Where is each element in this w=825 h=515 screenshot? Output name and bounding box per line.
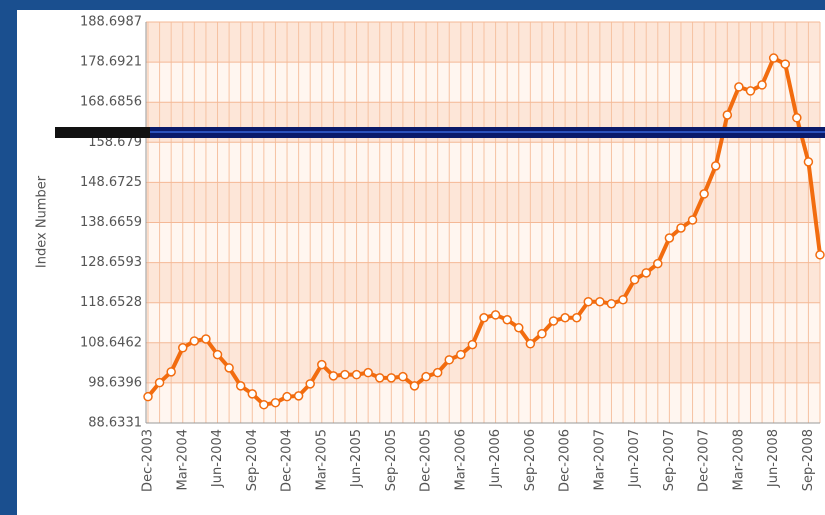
x-tick-label: Dec-2004 (280, 429, 295, 492)
marker (386, 373, 397, 383)
marker (282, 391, 292, 402)
x-tick-label: Jun-2004 (210, 429, 225, 488)
x-tick-label: Dec-2006 (558, 429, 573, 492)
marker (398, 371, 408, 382)
marker (340, 369, 350, 380)
x-tick-label: Jun-2008 (766, 429, 781, 488)
marker (560, 312, 570, 323)
marker (606, 298, 617, 309)
grid-band (146, 262, 820, 303)
marker (293, 391, 304, 401)
marker (745, 86, 756, 96)
grid-band (146, 182, 820, 223)
x-tick-label: Mar-2008 (731, 429, 746, 490)
x-tick-label: Dec-2007 (697, 429, 712, 492)
y-tick-label: 148.6725 (80, 175, 142, 190)
marker (687, 215, 698, 225)
marker (768, 53, 779, 63)
y-tick-label: 128.6593 (80, 255, 142, 270)
x-tick-label: Sep-2006 (523, 429, 538, 491)
marker (432, 367, 443, 378)
x-tick-label: Jun-2006 (488, 429, 503, 488)
marker (641, 268, 651, 278)
grid-band (146, 342, 820, 383)
marker (803, 157, 814, 167)
marker (143, 391, 153, 402)
marker (722, 110, 733, 120)
marker (166, 367, 176, 377)
x-tick-label: Dec-2005 (419, 429, 434, 492)
x-tick-label: Mar-2005 (314, 429, 329, 490)
y-tick-label: 108.6462 (80, 335, 142, 350)
x-tick-label: Sep-2005 (384, 429, 399, 491)
marker (548, 316, 559, 326)
y-tick-label: 98.6396 (88, 375, 142, 390)
y-tick-label: 138.6659 (80, 215, 142, 230)
marker (792, 113, 802, 123)
x-tick-label: Sep-2004 (245, 429, 260, 491)
marker (502, 314, 512, 325)
y-tick-label: 188.6987 (80, 15, 142, 30)
y-tick-label: 158.679 (88, 135, 142, 150)
x-tick-label: Dec-2003 (141, 429, 156, 492)
marker (525, 339, 536, 349)
marker (259, 399, 269, 410)
x-tick-label: Mar-2004 (175, 429, 190, 490)
marker (317, 359, 327, 370)
marker (247, 389, 258, 399)
marker (374, 373, 385, 383)
marker (734, 82, 744, 92)
marker (351, 369, 362, 380)
marker (699, 189, 709, 199)
y-tick-label: 118.6528 (80, 295, 142, 310)
marker (201, 334, 211, 344)
marker (328, 371, 339, 381)
y-axis-label: Index Number (35, 175, 50, 268)
marker (710, 161, 721, 171)
marker (305, 379, 315, 389)
marker (189, 336, 200, 346)
marker (757, 80, 767, 90)
marker (212, 349, 223, 360)
marker (583, 296, 594, 307)
y-tick-label: 88.6331 (88, 416, 142, 431)
y-tick-label: 178.6921 (80, 55, 142, 70)
marker (235, 381, 246, 391)
marker (676, 223, 686, 233)
x-tick-label: Jun-2005 (349, 429, 364, 488)
marker (537, 329, 547, 339)
marker (815, 250, 825, 260)
glitch-band-dark (55, 127, 150, 138)
x-tick-label: Sep-2008 (801, 429, 816, 491)
marker (444, 355, 454, 365)
marker (224, 363, 234, 373)
x-tick-label: Mar-2007 (592, 429, 607, 490)
marker (514, 323, 524, 333)
grid-band (146, 22, 820, 63)
marker (456, 349, 466, 360)
x-tick-label: Mar-2006 (453, 429, 468, 490)
marker (421, 371, 431, 382)
y-tick-label: 168.6856 (80, 95, 142, 110)
marker (653, 258, 663, 269)
marker (154, 377, 165, 388)
glitch-band-stripe (150, 131, 825, 133)
marker (618, 294, 628, 305)
x-tick-label: Sep-2007 (662, 429, 677, 491)
x-tick-label: Jun-2007 (627, 429, 642, 488)
marker (595, 296, 605, 307)
marker (664, 233, 675, 243)
marker (409, 381, 420, 391)
marker (490, 310, 501, 320)
marker (363, 367, 373, 378)
marker (270, 397, 281, 408)
marker (467, 339, 478, 350)
marker (571, 312, 582, 323)
marker (780, 59, 790, 69)
marker (479, 312, 489, 323)
marker (178, 343, 188, 353)
marker (629, 274, 640, 285)
